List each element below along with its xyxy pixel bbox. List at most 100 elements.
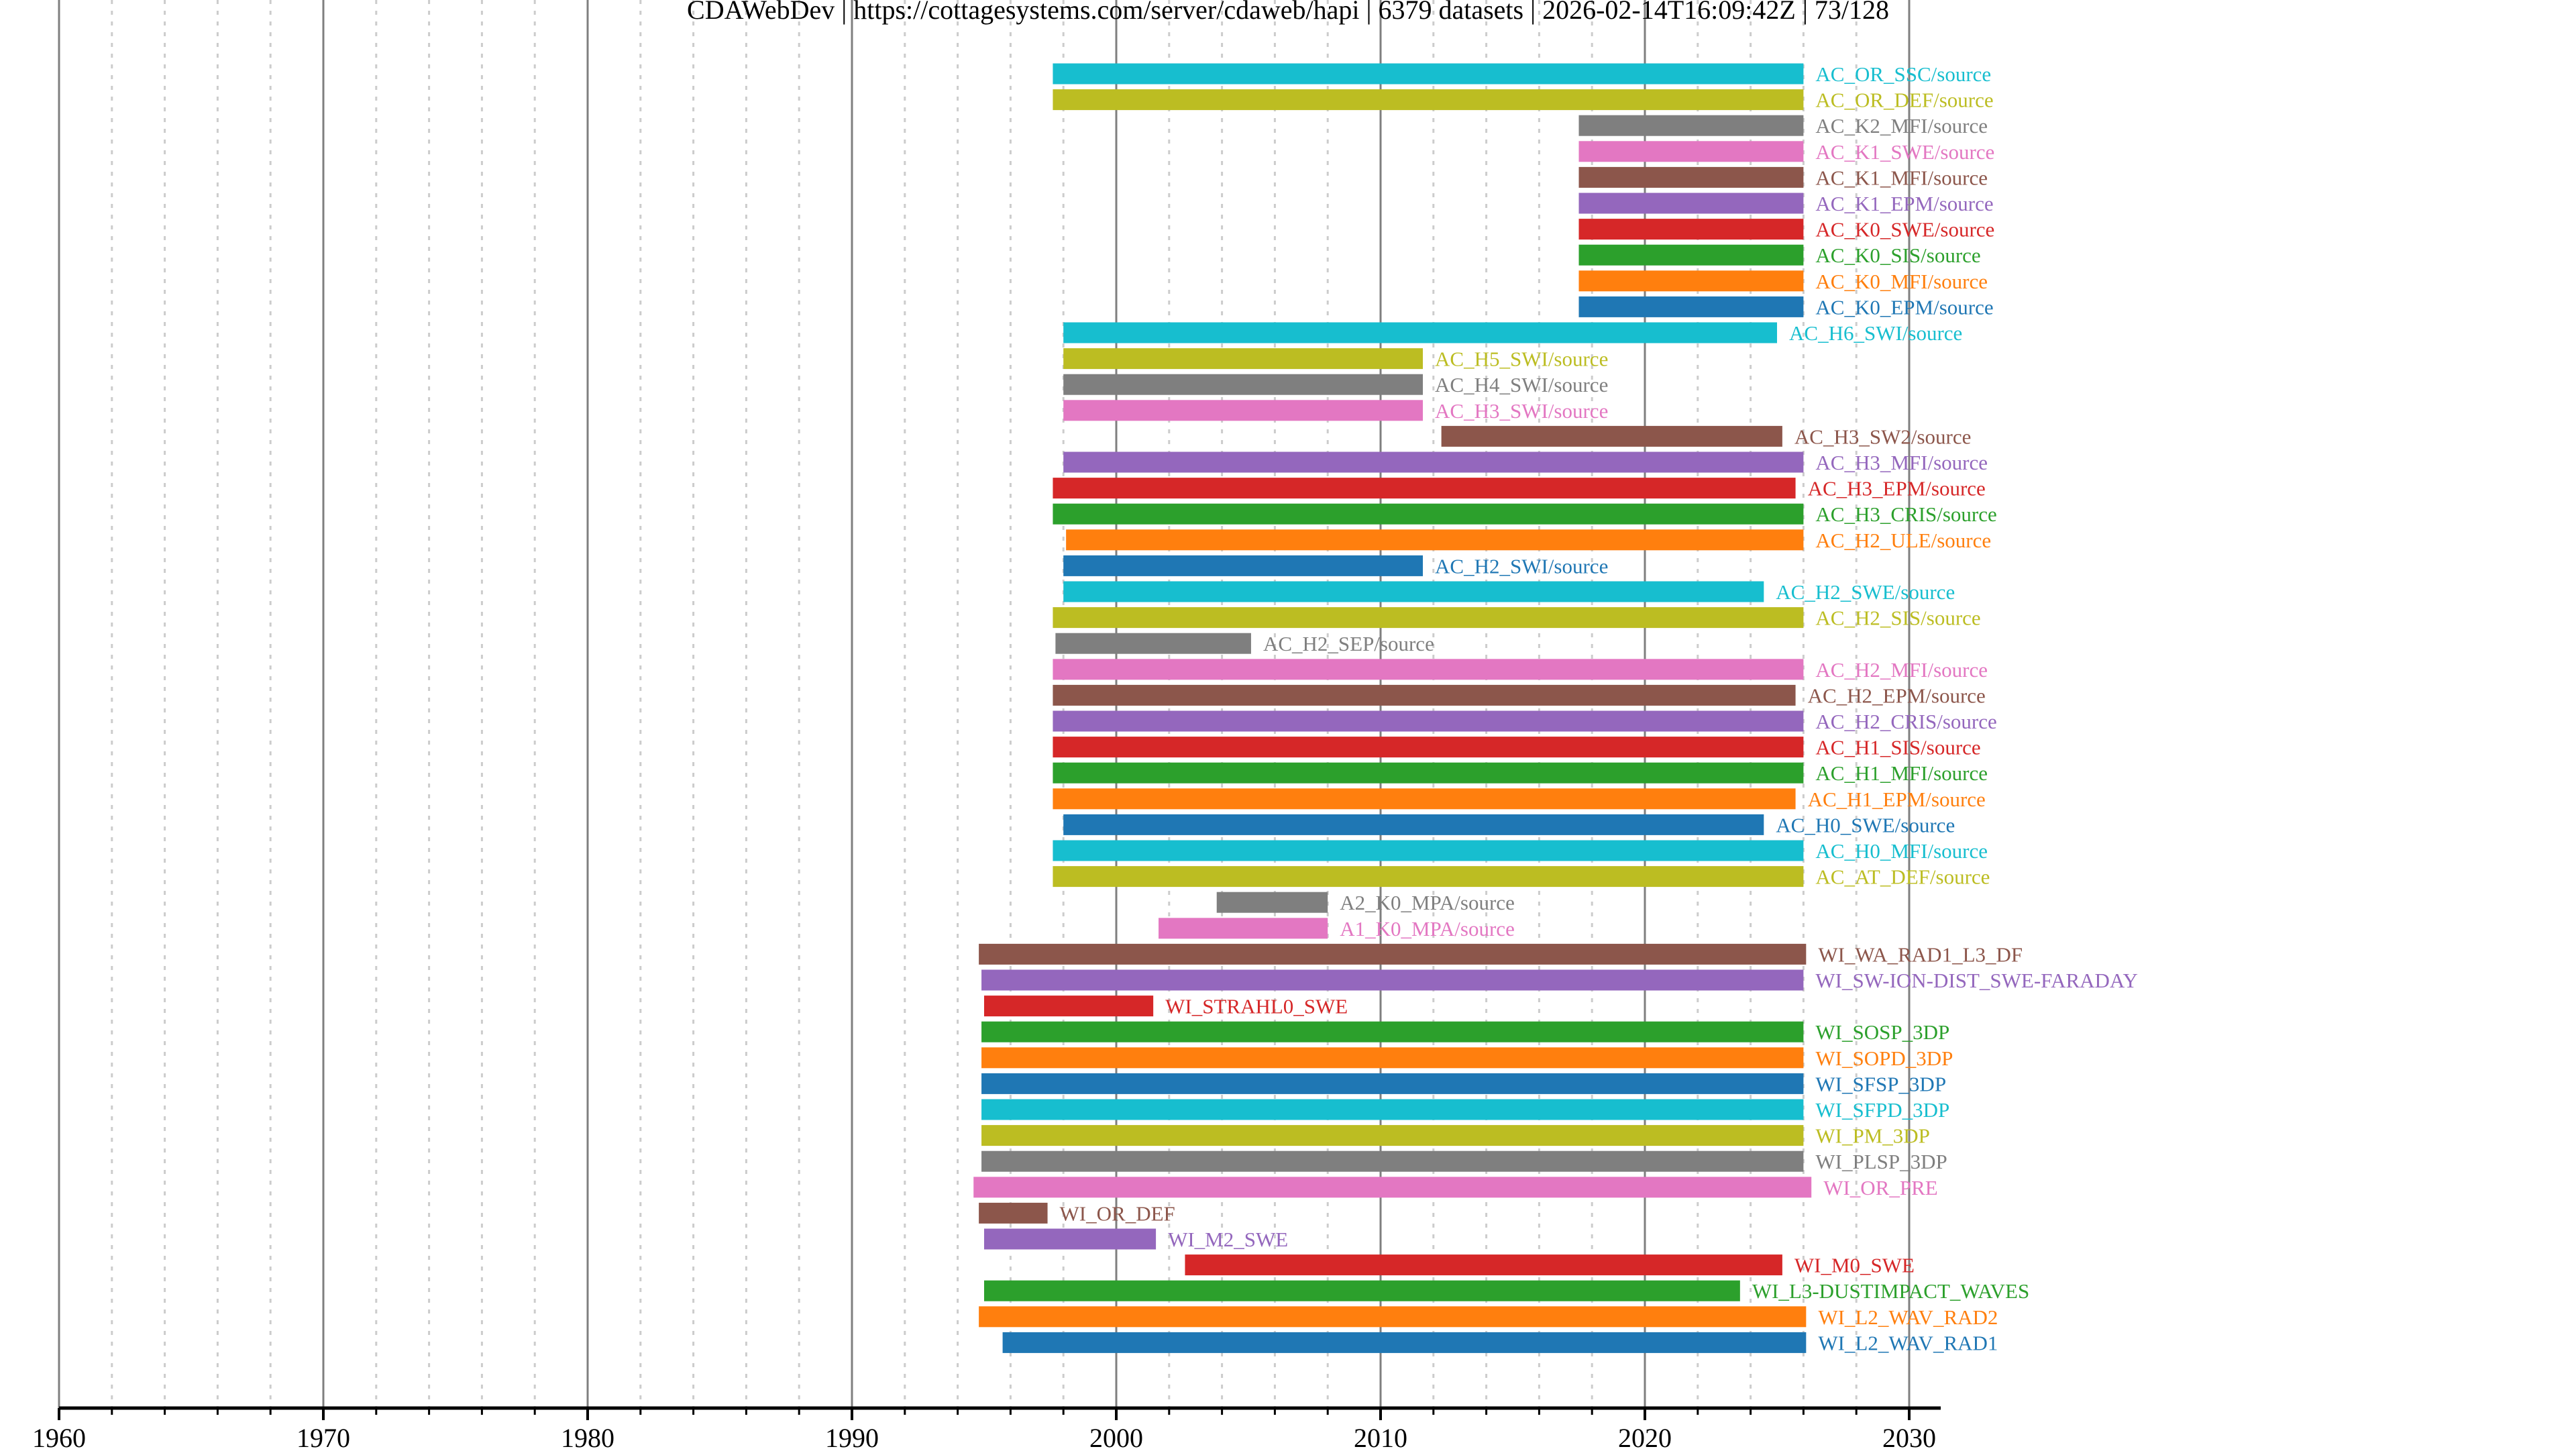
dataset-bar — [1185, 1254, 1782, 1276]
dataset-bar — [979, 1202, 1048, 1224]
dataset-bar — [1053, 737, 1804, 758]
dataset-bar — [1578, 115, 1804, 136]
dataset-label: AC_OR_SSC/source — [1815, 62, 1991, 86]
dataset-label: WI_SW-ION-DIST_SWE-FARADAY — [1815, 969, 2137, 992]
dataset-label: WI_L3-DUSTIMPACT_WAVES — [1752, 1279, 2029, 1303]
dataset-bar — [1053, 478, 1796, 499]
dataset-label: AC_H0_SWE/source — [1776, 813, 1955, 837]
dataset-bar — [1578, 270, 1804, 292]
dataset-bar — [973, 1177, 1812, 1198]
dataset-label: WI_PM_3DP — [1815, 1124, 1930, 1148]
dataset-label: AC_K1_SWE/source — [1815, 140, 1994, 164]
minor-gridlines — [111, 0, 1858, 1408]
dataset-bar — [1063, 374, 1424, 395]
dataset-label: AC_H1_SIS/source — [1815, 736, 1980, 759]
dataset-bar — [1053, 840, 1804, 861]
dataset-bar — [1063, 814, 1764, 835]
dataset-bar — [1053, 607, 1804, 629]
dataset-bar — [1053, 788, 1796, 810]
chart-title: CDAWebDev | https://cottagesystems.com/s… — [687, 0, 1889, 25]
dataset-bar — [1066, 529, 1804, 551]
dataset-bar — [981, 1021, 1804, 1042]
dataset-label: AC_H2_SEP/source — [1263, 632, 1434, 655]
dataset-bar — [1578, 219, 1804, 240]
dataset-label: AC_K1_EPM/source — [1815, 192, 1993, 215]
dataset-bar — [979, 1306, 1807, 1328]
dataset-bar — [1578, 166, 1804, 188]
dataset-bar — [981, 969, 1804, 991]
dataset-bar — [1063, 555, 1424, 576]
dataset-label: WI_M2_SWE — [1168, 1228, 1288, 1251]
dataset-bar — [1063, 400, 1424, 421]
dataset-label: AC_H3_CRIS/source — [1815, 502, 1996, 526]
dataset-bar — [1578, 296, 1804, 317]
dataset-label: AC_H2_SWE/source — [1776, 580, 1955, 604]
dataset-bar — [1053, 89, 1804, 111]
x-tick-label: 1990 — [825, 1423, 879, 1449]
dataset-bar — [984, 1228, 1157, 1250]
dataset-bar — [1578, 193, 1804, 214]
dataset-label: AC_H4_SWI/source — [1435, 373, 1608, 396]
dataset-label: AC_AT_DEF/source — [1815, 865, 1990, 889]
dataset-labels: AC_OR_SSC/source AC_OR_DEF/sourceAC_K2_MF… — [1060, 62, 2138, 1354]
dataset-bar — [979, 943, 1807, 965]
dataset-label: AC_H2_ULE/source — [1815, 529, 1991, 552]
dataset-bar — [984, 996, 1154, 1017]
dataset-label: AC_K0_SIS/source — [1815, 244, 1980, 267]
dataset-label: AC_H0_MFI/source — [1815, 839, 1988, 863]
dataset-label: WI_PLSP_3DP — [1815, 1150, 1947, 1173]
dataset-bar — [1063, 581, 1764, 602]
dataset-label: WI_SOSP_3DP — [1815, 1020, 1949, 1044]
dataset-bar — [1055, 633, 1251, 654]
dataset-label: AC_K0_SWE/source — [1815, 218, 1994, 241]
dataset-bar — [1063, 322, 1777, 343]
dataset-bar — [1578, 244, 1804, 266]
dataset-label: WI_SOPD_3DP — [1815, 1046, 1953, 1070]
dataset-label: AC_K0_EPM/source — [1815, 295, 1993, 319]
dataset-bar — [1053, 710, 1804, 732]
dataset-bar — [1578, 141, 1804, 162]
dataset-label: AC_H2_CRIS/source — [1815, 710, 1996, 733]
x-tick-label: 2030 — [1882, 1423, 1936, 1449]
dataset-label: WI_L2_WAV_RAD2 — [1818, 1305, 1998, 1329]
dataset-label: A2_K0_MPA/source — [1340, 891, 1515, 914]
dataset-label: AC_H2_MFI/source — [1815, 658, 1988, 682]
x-tick-label: 2020 — [1618, 1423, 1672, 1449]
dataset-bar — [981, 1125, 1804, 1146]
dataset-bar — [1053, 684, 1796, 706]
dataset-label: AC_H2_SWI/source — [1435, 554, 1608, 578]
dataset-label: A1_K0_MPA/source — [1340, 917, 1515, 941]
dataset-label: AC_H1_EPM/source — [1808, 788, 1986, 811]
dataset-label: AC_H6_SWI/source — [1789, 321, 1962, 345]
x-axis: 1960 1970 1980 1990 2000 2010 2020 2030 — [32, 1406, 1941, 1449]
x-tick-label: 1970 — [297, 1423, 350, 1449]
dataset-label: AC_H3_SWI/source — [1435, 399, 1608, 423]
dataset-bar — [1053, 762, 1804, 784]
x-tick-label: 1960 — [32, 1423, 86, 1449]
dataset-bar — [981, 1073, 1804, 1094]
dataset-label: AC_H1_MFI/source — [1815, 761, 1988, 785]
dataset-bar — [981, 1099, 1804, 1120]
dataset-label: AC_H2_EPM/source — [1808, 684, 1986, 707]
dataset-label: AC_K0_MFI/source — [1815, 270, 1988, 293]
dataset-label: WI_SFSP_3DP — [1815, 1072, 1946, 1095]
dataset-bar — [1063, 451, 1804, 473]
dataset-label: WI_SFPD_3DP — [1815, 1098, 1949, 1122]
dataset-label: AC_K2_MFI/source — [1815, 114, 1988, 138]
dataset-bar — [1053, 503, 1804, 525]
dataset-bar — [1053, 866, 1804, 888]
x-tick-label: 1980 — [561, 1423, 614, 1449]
dataset-bar — [1002, 1332, 1807, 1353]
dataset-bar — [1063, 348, 1424, 370]
dataset-label: WI_M0_SWE — [1794, 1254, 1915, 1277]
dataset-label: AC_K1_MFI/source — [1815, 166, 1988, 189]
dataset-bar — [1159, 918, 1328, 939]
dataset-bar — [981, 1150, 1804, 1172]
dataset-label: AC_H2_SIS/source — [1815, 606, 1980, 630]
dataset-bar — [1053, 63, 1804, 85]
dataset-bars — [973, 63, 1812, 1353]
dataset-bar — [1053, 659, 1804, 680]
dataset-label: AC_H5_SWI/source — [1435, 347, 1608, 371]
dataset-label: AC_H3_SW2/source — [1794, 425, 1971, 448]
